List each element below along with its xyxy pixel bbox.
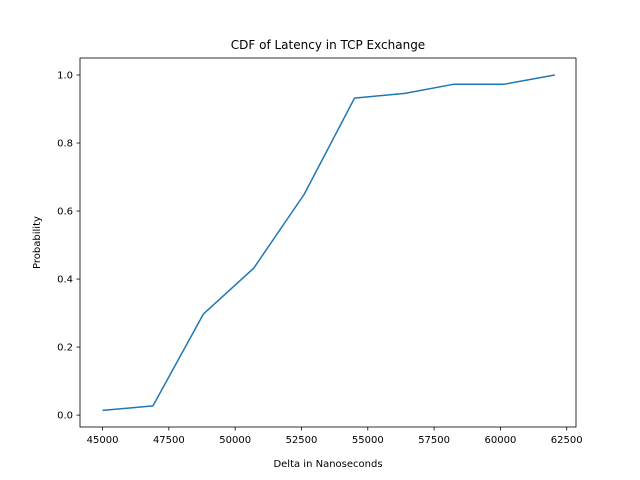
y-tick-label: 0.4 <box>57 275 73 286</box>
series-layer <box>102 74 555 412</box>
x-tick-label: 45000 <box>87 435 119 446</box>
y-tick-label: 0.0 <box>57 411 73 422</box>
y-axis-ticks: 0.0 0.2 0.4 0.6 0.8 1.0 <box>57 71 80 422</box>
x-tick-label: 55000 <box>352 435 384 446</box>
y-tick-label: 1.0 <box>57 71 73 82</box>
y-axis-label: Probability <box>32 216 43 269</box>
y-tick-label: 0.6 <box>57 207 73 218</box>
x-tick-label: 62500 <box>551 435 583 446</box>
x-tick-label: 50000 <box>219 435 251 446</box>
y-tick-label: 0.2 <box>57 343 73 354</box>
x-axis-label: Delta in Nanoseconds <box>273 459 382 470</box>
chart-title: CDF of Latency in TCP Exchange <box>231 38 425 52</box>
series-line <box>102 74 555 412</box>
x-tick-label: 60000 <box>485 435 517 446</box>
x-axis-ticks: 45000 47500 50000 52500 55000 57500 60000 62500 <box>87 427 583 446</box>
y-tick-label: 0.8 <box>57 139 73 150</box>
plot-frame <box>79 57 577 428</box>
x-tick-label: 52500 <box>286 435 318 446</box>
x-tick-label: 57500 <box>418 435 450 446</box>
x-tick-label: 47500 <box>153 435 185 446</box>
